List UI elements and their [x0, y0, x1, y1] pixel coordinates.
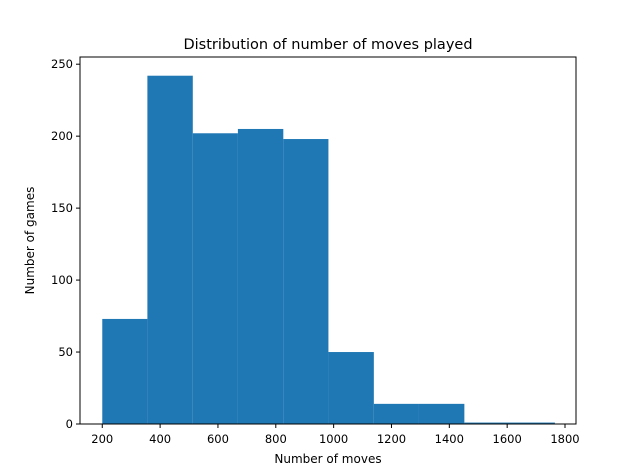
histogram-bar-5: [328, 352, 374, 424]
y-tick-label-1: 50: [58, 345, 73, 359]
histogram-bars: [102, 75, 555, 425]
histogram-bar-9: [509, 422, 555, 424]
y-axis-label: Number of games: [23, 187, 37, 295]
histogram-bar-8: [464, 422, 510, 424]
chart-title: Distribution of number of moves played: [183, 37, 472, 53]
y-axis-ticks: 0 50 100 150 200 250: [51, 57, 80, 431]
histogram-bar-6: [373, 403, 419, 424]
x-tick-label-4: 1000: [319, 432, 348, 446]
x-axis-label: Number of moves: [274, 452, 381, 466]
x-tick-label-1: 400: [149, 432, 171, 446]
histogram-bar-2: [192, 133, 238, 424]
plot-frame: [79, 56, 577, 425]
x-tick-label-6: 1400: [435, 432, 464, 446]
histogram-bar-1: [147, 75, 193, 424]
histogram-bar-4: [283, 139, 329, 425]
y-tick-label-3: 150: [51, 201, 73, 215]
histogram-bar-3: [237, 128, 284, 424]
y-tick-label-4: 200: [51, 129, 73, 143]
x-tick-label-8: 1800: [550, 432, 579, 446]
x-tick-label-2: 600: [207, 432, 229, 446]
x-tick-label-3: 800: [265, 432, 287, 446]
x-axis-ticks: 200 400 600 800 1000 1200 1400 1600 1800: [91, 424, 580, 446]
histogram-bar-7: [418, 403, 465, 424]
y-tick-label-0: 0: [66, 417, 73, 431]
x-tick-label-5: 1200: [377, 432, 406, 446]
y-tick-label-2: 100: [51, 273, 73, 287]
x-tick-label-7: 1600: [493, 432, 522, 446]
y-tick-label-5: 250: [51, 57, 73, 71]
x-tick-label-0: 200: [91, 432, 113, 446]
histogram-bar-0: [102, 318, 148, 424]
